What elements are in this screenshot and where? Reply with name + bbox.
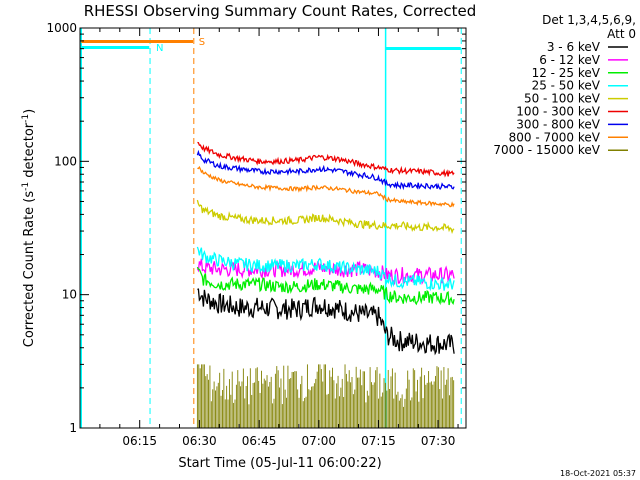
- legend-label: 25 - 50 keV: [532, 79, 601, 93]
- x-tick-label: 07:30: [421, 434, 456, 448]
- x-tick-label: 06:15: [122, 434, 157, 448]
- series-12-25-kev: [196, 266, 455, 306]
- series-layer: [196, 141, 455, 428]
- y-tick-label: 1: [69, 421, 77, 435]
- y-axis-label: Corrected Count Rate (s-1 detector-1): [21, 109, 37, 347]
- flag-label-n: N: [156, 43, 163, 54]
- series-7000-15000-kev: [196, 364, 455, 428]
- legend-label: 6 - 12 keV: [539, 53, 601, 67]
- series-50-100-kev: [196, 199, 455, 234]
- x-tick-label: 07:00: [301, 434, 336, 448]
- legend-header-line1: Det 1,3,4,5,6,9,: [542, 13, 636, 27]
- series-3-6-kev: [197, 288, 455, 356]
- y-axis-label-sup1: -1: [21, 182, 31, 191]
- x-tick-label: 07:15: [361, 434, 396, 448]
- series-25-50-kev: [196, 246, 455, 292]
- y-tick-label: 100: [54, 154, 77, 168]
- y-tick-label: 10: [62, 288, 77, 302]
- x-tick-label: 06:45: [242, 434, 277, 448]
- chart-title: RHESSI Observing Summary Count Rates, Co…: [84, 2, 477, 20]
- y-axis: 1 10 100 1000: [46, 21, 466, 435]
- legend-label: 300 - 800 keV: [516, 117, 600, 131]
- series-300-800-kev: [196, 149, 455, 191]
- timestamp-footer: 18-Oct-2021 05:37: [560, 469, 636, 478]
- x-axis: 06:15 06:30 06:45 07:00 07:15 07:30: [99, 28, 459, 448]
- flag-layer: NS: [81, 37, 461, 54]
- y-tick-label: 1000: [46, 21, 77, 35]
- plot-frame: [79, 27, 467, 429]
- y-axis-label-part3: ): [22, 109, 37, 114]
- legend-header-line2: Att 0: [607, 27, 636, 41]
- y-axis-label-sup2: -1: [21, 114, 31, 123]
- series-100-300-kev: [197, 141, 455, 178]
- y-axis-label-part2: detector: [22, 122, 37, 182]
- x-tick-label: 06:30: [182, 434, 217, 448]
- legend-label: 800 - 7000 keV: [509, 130, 601, 144]
- legend-label: 50 - 100 keV: [524, 92, 601, 106]
- series-800-7000-kev: [197, 165, 455, 208]
- y-axis-label-part1: Corrected Count Rate (s: [22, 191, 37, 348]
- time-bands: [80, 28, 462, 428]
- legend-label: 12 - 25 keV: [532, 66, 601, 80]
- legend-label: 3 - 6 keV: [547, 40, 601, 54]
- flag-label-s: S: [199, 37, 205, 48]
- legend-label: 100 - 300 keV: [516, 105, 600, 119]
- legend-label: 7000 - 15000 keV: [493, 143, 600, 157]
- x-axis-label: Start Time (05-Jul-11 06:00:22): [178, 456, 381, 471]
